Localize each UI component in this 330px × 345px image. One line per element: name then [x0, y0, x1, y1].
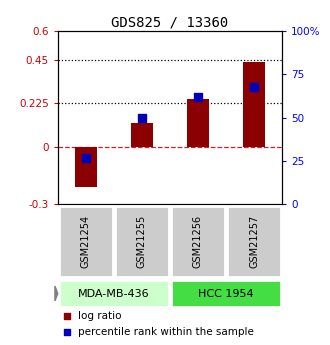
- Text: percentile rank within the sample: percentile rank within the sample: [78, 327, 254, 337]
- Text: log ratio: log ratio: [78, 311, 121, 321]
- Bar: [227, 206, 281, 277]
- Text: MDA-MB-436: MDA-MB-436: [78, 288, 150, 298]
- Title: GDS825 / 13360: GDS825 / 13360: [111, 16, 229, 30]
- Text: GSM21255: GSM21255: [137, 215, 147, 268]
- Bar: [115, 206, 169, 277]
- Bar: [59, 280, 169, 307]
- Point: [139, 115, 145, 120]
- Bar: [75, 147, 97, 187]
- Point: [195, 94, 201, 100]
- Text: GSM21257: GSM21257: [249, 215, 259, 268]
- Polygon shape: [55, 286, 58, 301]
- Text: GSM21254: GSM21254: [81, 215, 91, 268]
- Bar: [171, 280, 281, 307]
- Text: GSM21256: GSM21256: [193, 215, 203, 268]
- Point: [251, 84, 257, 89]
- Point: [83, 155, 88, 160]
- Bar: [187, 99, 209, 147]
- Point: [249, 118, 254, 124]
- Bar: [59, 206, 113, 277]
- Point: [249, 266, 254, 272]
- Bar: [171, 206, 225, 277]
- Bar: [131, 124, 153, 147]
- Bar: [243, 62, 265, 147]
- Text: HCC 1954: HCC 1954: [198, 288, 254, 298]
